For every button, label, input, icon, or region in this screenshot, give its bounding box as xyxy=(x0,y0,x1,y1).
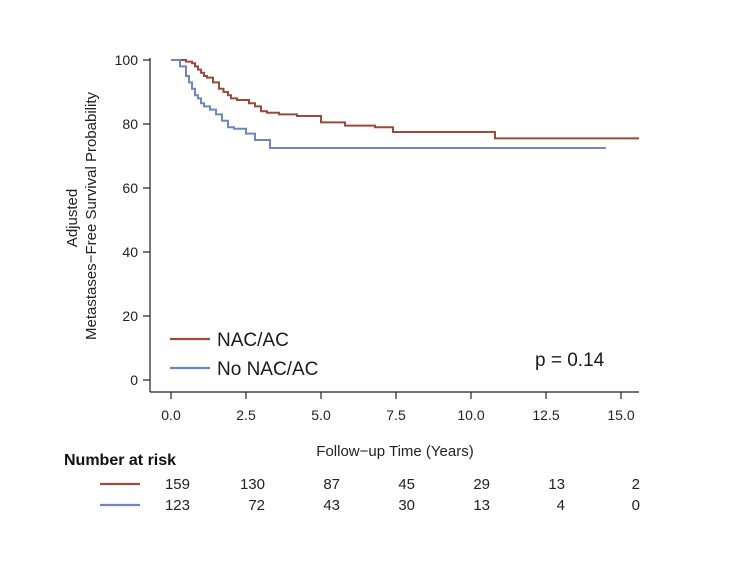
x-tick-label: 5.0 xyxy=(311,407,331,423)
risk-table: 159 130 87 45 29 13 2 123 72 43 30 13 4 0 xyxy=(100,476,640,514)
risk-table-title: Number at risk xyxy=(64,452,176,469)
risk-count: 2 xyxy=(632,476,640,493)
p-value-annotation: p = 0.14 xyxy=(535,350,605,371)
curve-nac-ac xyxy=(171,59,639,140)
legend: NAC/AC No NAC/AC xyxy=(170,330,318,380)
risk-count: 43 xyxy=(323,497,340,514)
curves xyxy=(171,59,639,149)
y-axis-title-line1: Adjusted xyxy=(64,189,81,247)
risk-count: 0 xyxy=(632,497,640,514)
x-tick-label: 7.5 xyxy=(386,407,406,423)
x-ticks: 0.0 2.5 5.0 7.5 10.0 12.5 15.0 xyxy=(161,392,635,423)
risk-count: 130 xyxy=(240,476,265,493)
y-ticks: 0 20 40 60 80 100 xyxy=(115,52,150,388)
y-tick-label: 60 xyxy=(122,180,138,196)
curve-no-nac-ac xyxy=(171,59,606,149)
legend-label-nac-ac: NAC/AC xyxy=(217,330,289,351)
y-tick-label: 20 xyxy=(122,308,138,324)
x-tick-label: 2.5 xyxy=(236,407,256,423)
x-tick-label: 10.0 xyxy=(457,407,484,423)
risk-count: 13 xyxy=(548,476,565,493)
risk-count: 45 xyxy=(398,476,415,493)
risk-count: 30 xyxy=(398,497,415,514)
y-tick-label: 100 xyxy=(115,52,139,68)
risk-count: 4 xyxy=(557,497,565,514)
risk-count: 123 xyxy=(165,497,190,514)
x-tick-label: 15.0 xyxy=(607,407,634,423)
x-axis-title: Follow−up Time (Years) xyxy=(316,443,473,460)
y-axis-title-line2: Metastases−Free Survival Probability xyxy=(83,91,100,340)
y-tick-label: 0 xyxy=(130,372,138,388)
risk-count: 72 xyxy=(248,497,265,514)
risk-count: 87 xyxy=(323,476,340,493)
risk-count: 29 xyxy=(473,476,490,493)
legend-label-no-nac-ac: No NAC/AC xyxy=(217,359,318,380)
x-tick-label: 12.5 xyxy=(532,407,559,423)
y-tick-label: 80 xyxy=(122,116,138,132)
x-tick-label: 0.0 xyxy=(161,407,181,423)
y-tick-label: 40 xyxy=(122,244,138,260)
risk-count: 159 xyxy=(165,476,190,493)
risk-count: 13 xyxy=(473,497,490,514)
